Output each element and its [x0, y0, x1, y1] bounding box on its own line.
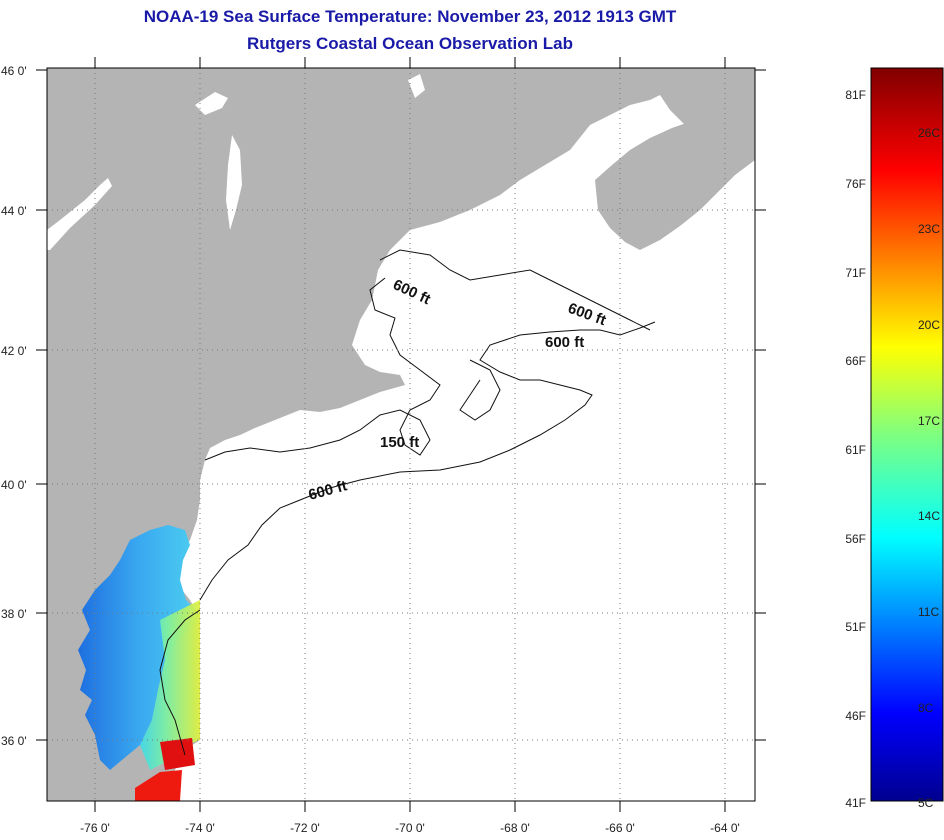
lake-2 — [226, 135, 242, 230]
colorbar-c-label: 26C — [918, 126, 940, 140]
colorbar-c-label: 8C — [918, 701, 934, 715]
colorbar-f-label: 56F — [845, 532, 866, 546]
colorbar-c-label: 5C — [918, 796, 934, 810]
mainland-land — [47, 68, 755, 801]
contour-label-150ft: 150 ft — [380, 434, 419, 451]
colorbar-c-label: 11C — [918, 605, 939, 619]
colorbar-f-label: 76F — [845, 177, 866, 191]
lake-1 — [195, 92, 228, 115]
gulf-stream-patch-1 — [160, 738, 195, 770]
colorbar-f-label: 61F — [845, 443, 866, 457]
colorbar-f-label: 41F — [845, 796, 866, 810]
nova-scotia-land — [595, 110, 755, 250]
map-subtitle: Rutgers Coastal Ocean Observation Lab — [247, 34, 573, 53]
lon-tick-label: -66 0' — [605, 821, 635, 835]
map-title: NOAA-19 Sea Surface Temperature: Novembe… — [143, 7, 677, 26]
colorbar-fahrenheit-labels: 81F 76F 71F 66F 61F 56F 51F 46F 41F — [845, 88, 866, 810]
lat-tick-label: 44 0' — [1, 204, 27, 218]
colorbar-f-label: 66F — [845, 354, 866, 368]
shelf-sst-patch — [140, 600, 200, 770]
map-grid — [47, 68, 755, 801]
axis-ticks — [36, 57, 766, 812]
lon-tick-label: -64 0' — [710, 821, 740, 835]
colorbar-c-label: 20C — [918, 318, 940, 332]
delaware-bay-water — [78, 525, 200, 770]
colorbar-celsius-labels: 26C 23C 20C 17C 14C 11C 8C 5C — [918, 126, 940, 810]
lon-tick-label: -68 0' — [500, 821, 530, 835]
lake-3 — [47, 178, 112, 250]
lake-4 — [408, 74, 425, 98]
gulf-stream-patch-2 — [135, 770, 182, 801]
colorbar-f-label: 81F — [845, 88, 866, 102]
colorbar-f-label: 71F — [845, 266, 866, 280]
colorbar-c-label: 23C — [918, 222, 940, 236]
lon-tick-label: -74 0' — [185, 821, 215, 835]
colorbar-c-label: 17C — [918, 414, 940, 428]
lat-tick-label: 38 0' — [1, 607, 27, 621]
contour-600ft-line — [199, 321, 656, 601]
lat-tick-label: 46 0' — [1, 64, 27, 78]
lon-tick-label: -70 0' — [395, 821, 425, 835]
colorbar-f-label: 46F — [845, 709, 866, 723]
contour-shelf-inner — [159, 609, 201, 756]
colorbar — [870, 67, 944, 802]
colorbar-f-label: 51F — [845, 620, 866, 634]
lon-tick-label: -76 0' — [80, 821, 110, 835]
lat-tick-label: 42 0' — [1, 344, 27, 358]
colorbar-c-label: 14C — [918, 509, 940, 523]
map-border — [46, 67, 756, 802]
contour-label-georges: 600 ft — [545, 334, 584, 351]
contour-600ft-gulf-maine — [379, 249, 651, 331]
lon-tick-label: -72 0' — [290, 821, 320, 835]
lat-tick-label: 36 0' — [1, 734, 27, 748]
bathymetry-contours — [159, 249, 656, 756]
lat-tick-label: 40 0' — [1, 478, 27, 492]
contour-georges-bank — [459, 359, 501, 421]
